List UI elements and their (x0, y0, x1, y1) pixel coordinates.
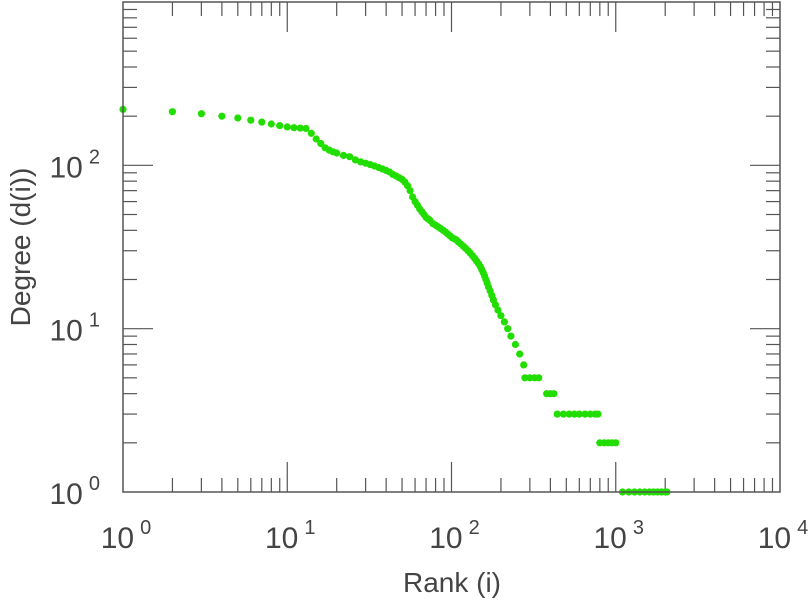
data-point (339, 151, 348, 159)
data-point (302, 124, 310, 133)
plot-frame (122, 1, 781, 493)
y-tick-label: 10 0 (50, 473, 101, 511)
y-tick-label: 10 1 (50, 310, 101, 348)
data-point (283, 123, 291, 131)
data-point (168, 108, 176, 116)
data-point (247, 116, 255, 124)
data-point (494, 306, 502, 314)
data-point (197, 110, 205, 118)
x-tick-label: 10 2 (429, 517, 480, 555)
x-tick-label: 10 3 (594, 517, 645, 555)
data-point (516, 350, 524, 358)
data-point (497, 312, 505, 320)
data-point (267, 120, 275, 128)
data-point (346, 153, 354, 161)
data-point (234, 114, 242, 122)
data-point (520, 361, 528, 369)
y-tick-label: 10 2 (50, 146, 101, 184)
y-axis-label: Degree (d(i)) (5, 168, 36, 327)
data-point (500, 318, 508, 326)
data-point (535, 374, 543, 382)
data-point (507, 332, 515, 340)
x-tick-labels: 10 0 10 1 10 2 10 3 10 4 (101, 517, 809, 555)
data-point (565, 410, 573, 418)
data-point (594, 410, 602, 418)
data-point (312, 135, 320, 143)
data-points (119, 105, 671, 496)
data-point (581, 410, 589, 418)
data-point (511, 340, 519, 349)
data-point (296, 124, 304, 132)
data-point (333, 149, 341, 157)
x-tick-label: 10 0 (101, 517, 152, 555)
x-axis-label: Rank (i) (403, 567, 501, 598)
data-point (218, 112, 226, 120)
data-point (276, 122, 284, 130)
x-tick-label: 10 1 (265, 517, 316, 555)
data-point (406, 187, 414, 195)
data-point (258, 118, 266, 126)
x-tick-label: 10 4 (758, 517, 809, 555)
data-point (575, 410, 583, 418)
data-point (307, 129, 315, 137)
data-point (290, 124, 298, 132)
data-point (559, 410, 568, 418)
data-point (504, 325, 512, 333)
data-point (550, 390, 558, 398)
data-point (553, 410, 561, 418)
axis-ticks (123, 2, 780, 492)
data-point (521, 374, 529, 382)
data-point (612, 439, 620, 447)
